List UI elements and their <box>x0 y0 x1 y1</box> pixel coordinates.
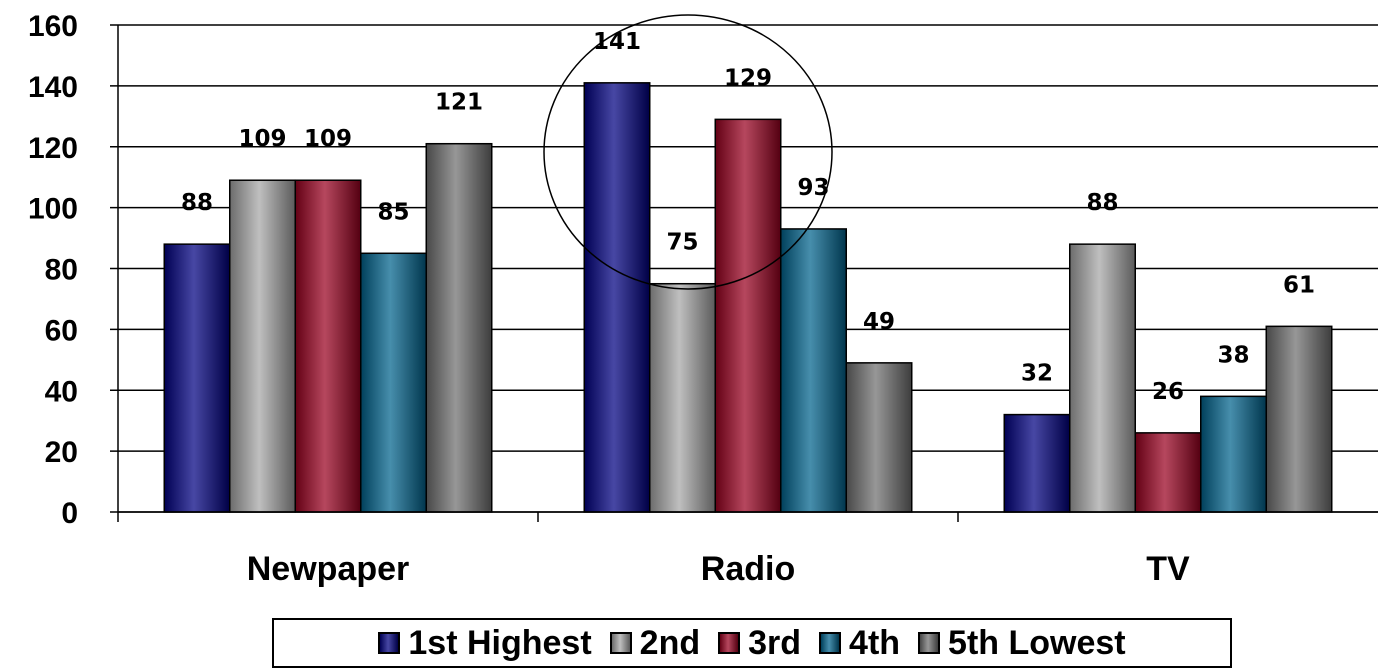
data-label: 121 <box>435 90 483 116</box>
bar <box>425 142 493 513</box>
data-label: 129 <box>724 65 772 91</box>
y-tick-label: 0 <box>61 497 78 530</box>
legend-item: 2nd <box>609 623 701 663</box>
legend: 1st Highest 2nd 3rd 4th 5th Lowest <box>272 618 1232 668</box>
data-label: 32 <box>1021 361 1053 387</box>
legend-swatch <box>718 632 741 654</box>
bar <box>649 282 716 513</box>
bar <box>1069 243 1136 513</box>
y-tick-label: 140 <box>28 71 78 104</box>
data-label: 75 <box>666 230 698 256</box>
bar-chart: 0 20 40 60 80 100 120 140 160 Newpaper Radio TV 88 1… <box>28 10 1378 588</box>
bar <box>1200 395 1267 513</box>
legend-label: 3rd <box>748 623 802 662</box>
axes: 0 20 40 60 80 100 120 140 160 Newpaper Radio TV <box>28 10 1378 588</box>
legend-swatch <box>609 632 632 654</box>
data-label: 109 <box>304 126 352 152</box>
bar <box>294 179 362 513</box>
bar <box>163 243 231 513</box>
legend-label: 2nd <box>639 623 701 662</box>
legend-item: 5th Lowest <box>918 624 1126 663</box>
bar <box>780 228 847 513</box>
data-label: 49 <box>863 309 895 335</box>
bar <box>360 252 427 513</box>
legend-swatch <box>918 632 941 654</box>
y-tick-label: 60 <box>45 314 78 347</box>
data-label: 61 <box>1283 272 1315 298</box>
data-label: 88 <box>1086 190 1118 216</box>
bar <box>583 82 651 513</box>
bars <box>163 82 1333 513</box>
legend-item: 3rd <box>718 624 801 663</box>
legend-item: 1st Highest <box>378 623 592 663</box>
legend-label: 5th Lowest <box>948 623 1126 662</box>
legend-swatch <box>378 632 401 654</box>
legend-item: 4th <box>819 624 900 663</box>
highlight-ellipse <box>543 14 833 290</box>
x-category-label: Newpaper <box>247 550 410 588</box>
bar <box>1134 432 1202 513</box>
data-label: 109 <box>238 126 286 152</box>
y-tick-label: 160 <box>28 10 78 43</box>
x-category-label: Radio <box>701 550 795 588</box>
y-tick-label: 100 <box>28 193 78 226</box>
legend-label: 4th <box>849 623 901 662</box>
data-label: 85 <box>377 199 409 225</box>
data-label: 38 <box>1217 342 1249 368</box>
bar <box>1265 325 1333 513</box>
bar <box>229 179 296 513</box>
data-label: 88 <box>181 190 213 216</box>
legend-swatch <box>819 632 842 654</box>
annotations <box>543 14 833 290</box>
legend-label: 1st Highest <box>408 623 592 662</box>
x-category-label: TV <box>1146 550 1190 588</box>
y-tick-label: 120 <box>28 132 78 165</box>
bar <box>1003 413 1071 513</box>
bar <box>714 118 782 513</box>
y-tick-label: 40 <box>45 375 78 408</box>
y-tick-label: 80 <box>45 254 78 287</box>
y-tick-label: 20 <box>45 436 78 469</box>
bar <box>845 362 913 513</box>
data-label: 26 <box>1152 379 1184 405</box>
